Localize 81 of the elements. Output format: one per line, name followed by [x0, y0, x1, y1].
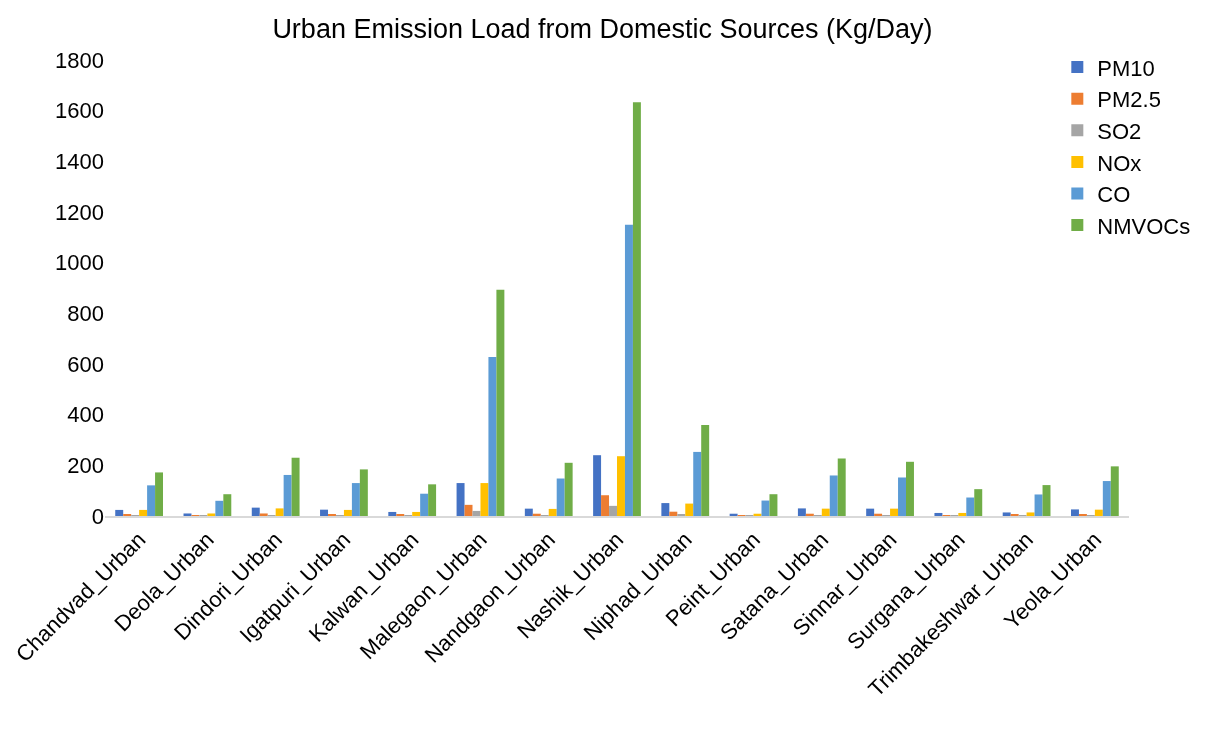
bar [685, 503, 694, 516]
bar [1026, 512, 1035, 516]
bar [328, 513, 336, 516]
bar [669, 511, 678, 516]
bar [283, 474, 292, 516]
bar [701, 425, 710, 516]
bar [524, 508, 533, 516]
bar [632, 102, 641, 516]
bar [564, 462, 573, 516]
bar [906, 461, 914, 516]
legend-label: PM2.5 [1097, 87, 1161, 113]
y-tick-label: 1000 [55, 250, 104, 276]
bar [890, 508, 899, 516]
chart-title: Urban Emission Load from Domestic Sources (Kg/Day) [272, 13, 933, 44]
bar [428, 484, 437, 516]
bar [601, 495, 610, 516]
bar [420, 493, 429, 516]
bar [609, 505, 617, 516]
bar [251, 507, 260, 516]
bar [123, 513, 132, 516]
bar [974, 489, 983, 516]
bar [139, 509, 148, 516]
bar [464, 504, 473, 516]
legend-label: CO [1097, 182, 1131, 208]
bar [412, 511, 421, 516]
bar [155, 472, 164, 516]
bar [215, 500, 224, 516]
bar [275, 508, 284, 516]
bar [320, 509, 328, 516]
y-tick-label: 1800 [55, 47, 104, 73]
bar [488, 356, 497, 516]
bar [1078, 513, 1087, 516]
bar [958, 512, 967, 516]
bar [829, 475, 838, 516]
bar [1034, 494, 1043, 516]
bar [556, 478, 565, 516]
y-tick-label: 400 [67, 402, 104, 428]
bar [147, 485, 156, 516]
legend-label: SO2 [1097, 118, 1142, 144]
bar [693, 451, 702, 516]
bar [837, 458, 846, 516]
bar [1110, 466, 1119, 516]
bar [866, 508, 875, 516]
bar [496, 289, 505, 516]
bar [624, 224, 633, 516]
bar [548, 508, 557, 516]
y-tick-label: 800 [67, 301, 104, 327]
bar [1094, 509, 1103, 516]
bar [1070, 509, 1079, 516]
y-tick-label: 600 [67, 351, 104, 377]
legend-label: NOx [1097, 150, 1142, 176]
bar [223, 494, 232, 516]
bar [898, 477, 906, 516]
bar [388, 511, 397, 516]
y-tick-label: 1200 [55, 199, 104, 225]
bar [207, 513, 216, 516]
bar [1102, 481, 1111, 516]
bar [821, 508, 830, 516]
bar [456, 483, 465, 516]
bar [797, 508, 806, 516]
bar [593, 455, 602, 516]
y-tick-label: 0 [91, 503, 104, 529]
legend-label: NMVOCs [1097, 213, 1191, 239]
bar [359, 469, 368, 516]
bar [291, 457, 300, 516]
y-tick-label: 200 [67, 453, 104, 479]
bar [661, 503, 670, 516]
bar [183, 513, 192, 516]
bar [343, 509, 352, 516]
legend-label: PM10 [1097, 55, 1155, 81]
bar [617, 456, 625, 516]
bar [115, 509, 124, 516]
bar [934, 512, 943, 516]
bar [966, 497, 975, 516]
bar [480, 483, 489, 516]
bar [1002, 512, 1011, 516]
bar [259, 513, 268, 516]
bar [769, 494, 778, 516]
bar [351, 483, 360, 516]
y-tick-label: 1400 [55, 149, 104, 175]
y-tick-label: 1600 [55, 98, 104, 124]
